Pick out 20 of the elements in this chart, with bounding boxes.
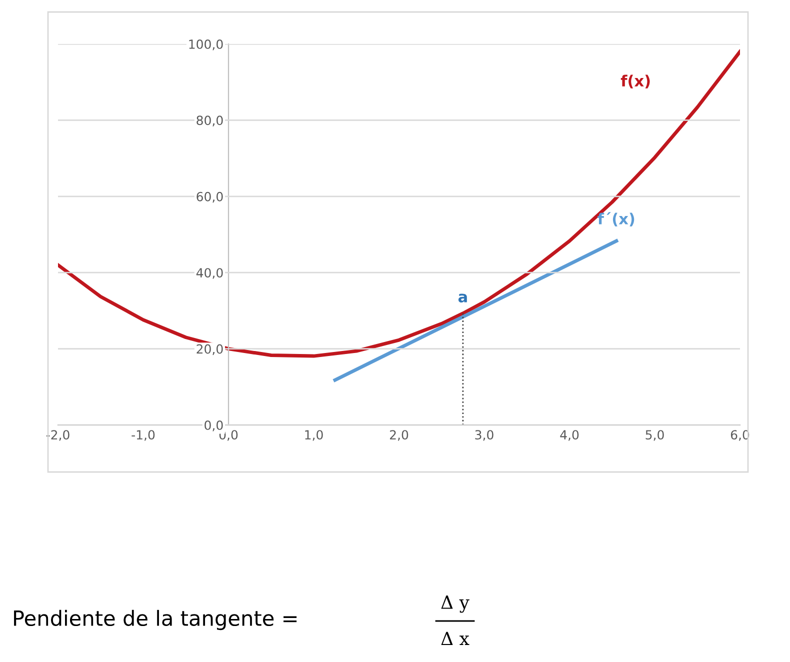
x-tick-label: -1,0 — [132, 430, 155, 441]
x-tick-label: 1,0 — [305, 430, 323, 441]
text: Pendiente de la tangente = — [14, 610, 297, 630]
text: Δ x — [441, 632, 470, 645]
y-tick-label: 0,0 — [204, 420, 223, 432]
text: f(x) — [620, 74, 650, 88]
annotation: a — [458, 294, 467, 302]
y-tick-label: 20,0 — [196, 344, 223, 355]
x-tick-label: 3,0 — [475, 430, 494, 441]
x-tick-label: 5,0 — [646, 430, 664, 441]
x-tick-label: -2,0 — [46, 430, 70, 441]
y-tick-label: 60,0 — [196, 192, 223, 203]
x-tick-label: 4,0 — [560, 430, 579, 441]
text: Δ y — [441, 596, 470, 613]
series-label: f´(x) — [598, 212, 634, 226]
y-tick-label: 80,0 — [196, 116, 223, 126]
line-series — [58, 50, 740, 358]
x-tick-label: 2,0 — [390, 430, 408, 441]
y-tick-label: 40,0 — [196, 268, 223, 279]
y-tick-label: 100,0 — [189, 39, 223, 50]
